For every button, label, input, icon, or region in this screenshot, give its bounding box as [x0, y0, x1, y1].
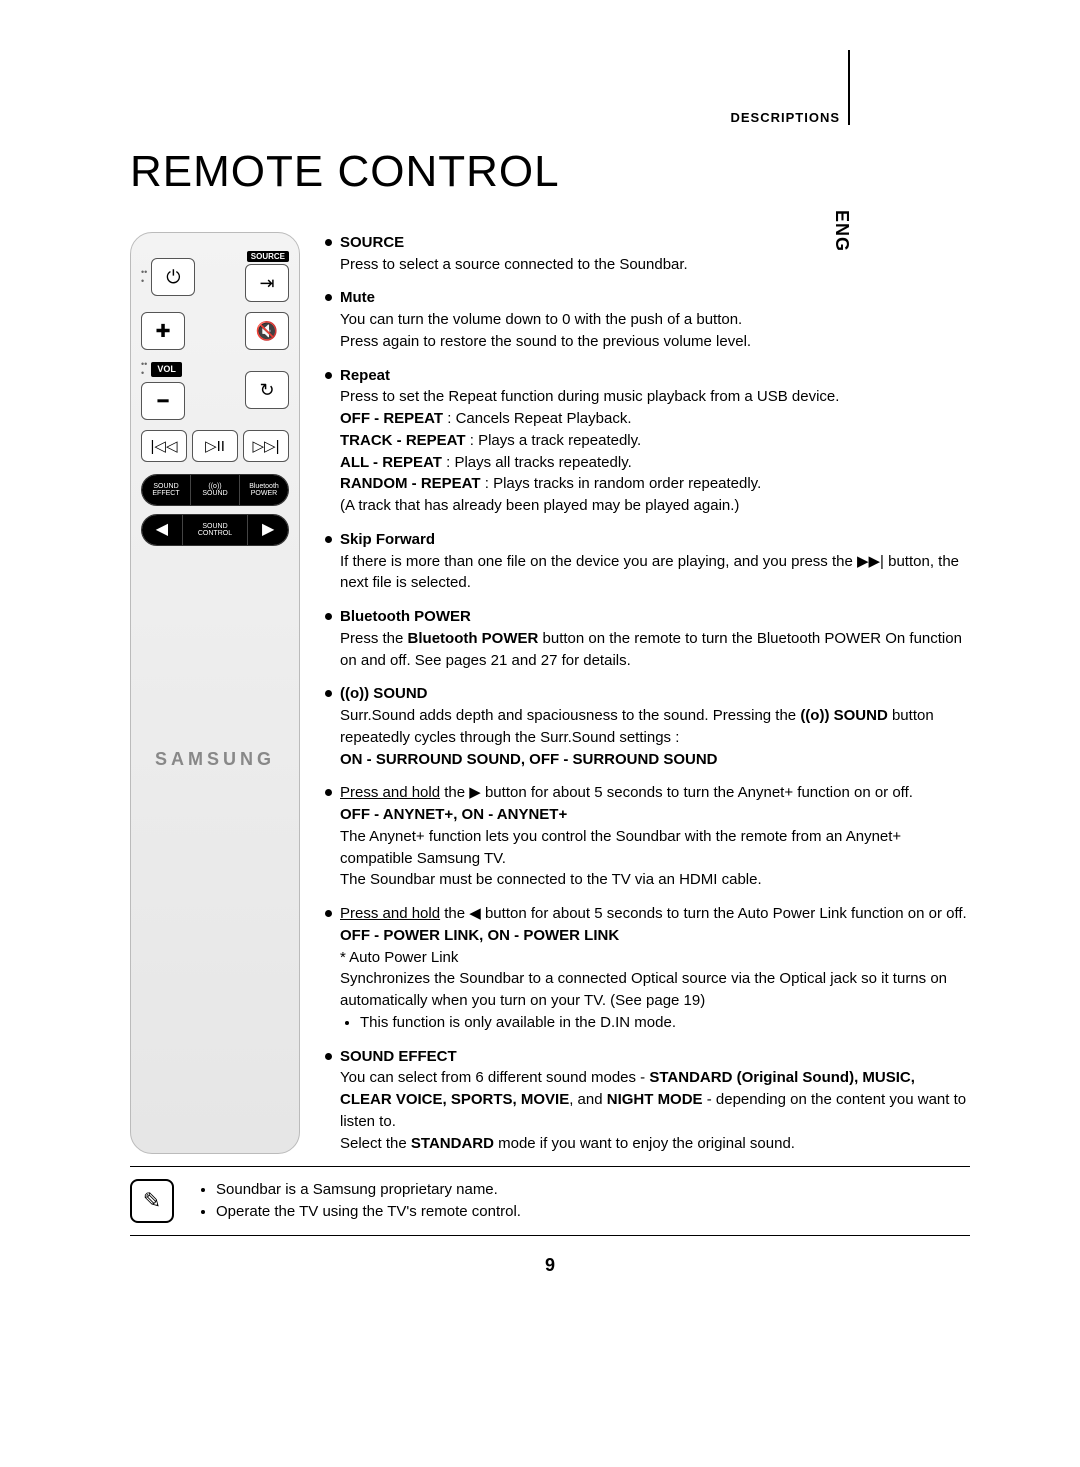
footnotes: ✎ Soundbar is a Samsung proprietary name…	[130, 1179, 970, 1223]
desc-body: If there is more than one file on the de…	[340, 551, 970, 595]
seg-label: Bluetooth	[249, 483, 279, 490]
desc-body: The Anynet+ function lets you control th…	[340, 826, 970, 891]
desc-repeat: Repeat Press to set the Repeat function …	[328, 365, 970, 517]
footnote-item: Soundbar is a Samsung proprietary name.	[216, 1179, 521, 1201]
brand-logo: SAMSUNG	[141, 746, 289, 772]
vol-label: VOL	[151, 362, 182, 377]
desc-body: OFF - REPEAT : Cancels Repeat Playback.T…	[340, 408, 970, 495]
note-icon: ✎	[130, 1179, 174, 1223]
desc-body: You can select from 6 different sound mo…	[340, 1067, 970, 1132]
dots-icon: •••	[141, 360, 147, 378]
play-pause-button: ▷II	[192, 430, 238, 462]
sound-control-pill: ◀ SOUNDCONTROL ▶	[141, 514, 289, 546]
desc-skip-forward: Skip Forward If there is more than one f…	[328, 529, 970, 594]
seg-label: ((o))	[208, 483, 221, 490]
seg-label: SOUND	[153, 483, 178, 490]
desc-bold: ON - SURROUND SOUND, OFF - SURROUND SOUN…	[340, 751, 718, 768]
desc-surr-sound: ((o)) SOUND Surr.Sound adds depth and sp…	[328, 683, 970, 770]
desc-body: Press the Bluetooth POWER button on the …	[340, 628, 970, 672]
skip-back-button: |◁◁	[141, 430, 187, 462]
section-label: DESCRIPTIONS	[730, 109, 840, 128]
mute-button: 🔇	[245, 312, 289, 350]
desc-title: Skip Forward	[340, 529, 970, 551]
desc-body: Press to set the Repeat function during …	[340, 386, 970, 408]
desc-title: Bluetooth POWER	[340, 606, 970, 628]
power-button: ⏻	[151, 258, 195, 296]
desc-anynet: Press and hold the ▶ button for about 5 …	[328, 782, 970, 891]
desc-title: SOUND EFFECT	[340, 1046, 970, 1068]
vol-up-button: ✚	[141, 312, 185, 350]
desc-sub-bullet: This function is only available in the D…	[360, 1012, 970, 1034]
repeat-button: ↻	[245, 371, 289, 409]
desc-title: SOURCE	[340, 232, 970, 254]
seg-label: CONTROL	[198, 530, 232, 537]
seg-label: SOUND	[202, 490, 227, 497]
sound-pill: SOUNDEFFECT ((o))SOUND BluetoothPOWER	[141, 474, 289, 506]
desc-source: SOURCE Press to select a source connecte…	[328, 232, 970, 276]
desc-body: Synchronizes the Soundbar to a connected…	[340, 968, 970, 1012]
header-rule	[848, 50, 850, 125]
desc-body: Surr.Sound adds depth and spaciousness t…	[340, 705, 970, 749]
page-number: 9	[130, 1252, 970, 1278]
desc-mute: Mute You can turn the volume down to 0 w…	[328, 287, 970, 352]
desc-title: ((o)) SOUND	[340, 683, 970, 705]
footnote-item: Operate the TV using the TV's remote con…	[216, 1201, 521, 1223]
skip-forward-button: ▷▷|	[243, 430, 289, 462]
desc-body: Press and hold the ▶ button for about 5 …	[340, 782, 970, 804]
seg-label: EFFECT	[152, 490, 179, 497]
desc-body: Press to select a source connected to th…	[340, 254, 970, 276]
desc-bold: OFF - POWER LINK, ON - POWER LINK	[340, 927, 619, 944]
desc-sound-effect: SOUND EFFECT You can select from 6 diffe…	[328, 1046, 970, 1155]
seg-label: SOUND	[202, 523, 227, 530]
vol-down-button: ━	[141, 382, 185, 420]
desc-body: Press and hold the ◀ button for about 5 …	[340, 903, 970, 925]
desc-bold: OFF - ANYNET+, ON - ANYNET+	[340, 806, 567, 823]
desc-title: Repeat	[340, 365, 970, 387]
remote-diagram: ••• ⏻ SOURCE ⇥ ✚ 🔇 ••• VOL ━ ↻	[130, 232, 300, 1155]
page-title: REMOTE CONTROL	[130, 140, 970, 204]
source-button: ⇥	[245, 264, 289, 302]
descriptions: SOURCE Press to select a source connecte…	[328, 232, 970, 1155]
desc-body: Select the STANDARD mode if you want to …	[340, 1133, 970, 1155]
desc-power-link: Press and hold the ◀ button for about 5 …	[328, 903, 970, 1034]
desc-body: (A track that has already been played ma…	[340, 495, 970, 517]
desc-bluetooth-power: Bluetooth POWER Press the Bluetooth POWE…	[328, 606, 970, 671]
right-arrow: ▶	[248, 515, 288, 545]
desc-body: You can turn the volume down to 0 with t…	[340, 309, 970, 353]
desc-title: Mute	[340, 287, 970, 309]
source-label: SOURCE	[247, 251, 289, 263]
divider	[130, 1166, 970, 1167]
divider	[130, 1235, 970, 1236]
left-arrow: ◀	[142, 515, 183, 545]
desc-body: * Auto Power Link	[340, 947, 970, 969]
seg-label: POWER	[251, 490, 277, 497]
dots-icon: •••	[141, 268, 147, 286]
